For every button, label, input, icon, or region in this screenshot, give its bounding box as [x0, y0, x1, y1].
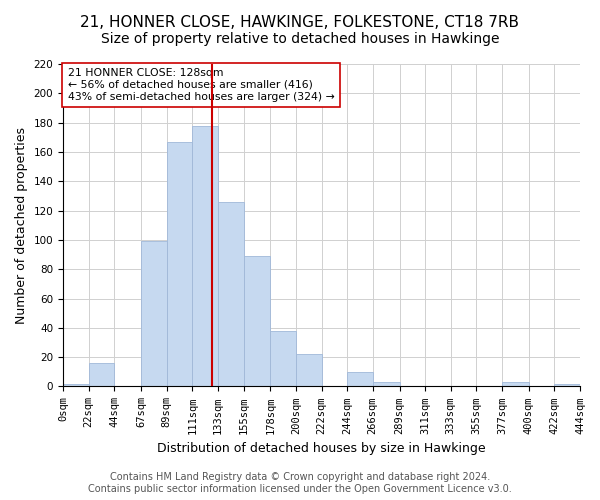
Text: Size of property relative to detached houses in Hawkinge: Size of property relative to detached ho…	[101, 32, 499, 46]
Bar	[167, 142, 192, 386]
Bar	[347, 372, 373, 386]
Text: Contains HM Land Registry data © Crown copyright and database right 2024.
Contai: Contains HM Land Registry data © Crown c…	[88, 472, 512, 494]
Bar	[270, 330, 296, 386]
Bar	[554, 384, 580, 386]
Bar	[502, 382, 529, 386]
Y-axis label: Number of detached properties: Number of detached properties	[15, 126, 28, 324]
X-axis label: Distribution of detached houses by size in Hawkinge: Distribution of detached houses by size …	[157, 442, 486, 455]
Bar	[141, 242, 167, 386]
Bar	[373, 382, 400, 386]
Bar	[63, 384, 89, 386]
Bar	[218, 202, 244, 386]
Bar	[244, 256, 270, 386]
Bar	[192, 126, 218, 386]
Text: 21 HONNER CLOSE: 128sqm
← 56% of detached houses are smaller (416)
43% of semi-d: 21 HONNER CLOSE: 128sqm ← 56% of detache…	[68, 68, 334, 102]
Bar	[89, 363, 114, 386]
Text: 21, HONNER CLOSE, HAWKINGE, FOLKESTONE, CT18 7RB: 21, HONNER CLOSE, HAWKINGE, FOLKESTONE, …	[80, 15, 520, 30]
Bar	[296, 354, 322, 386]
